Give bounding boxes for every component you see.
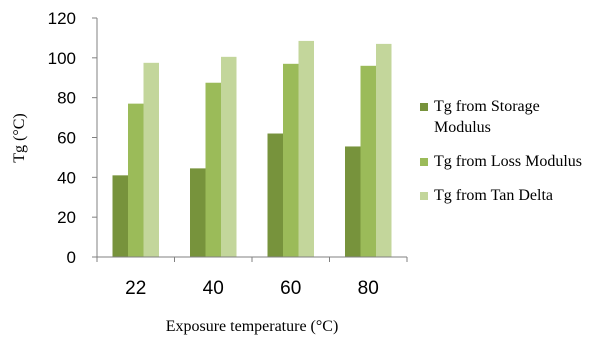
bar-series-3-80 bbox=[376, 43, 392, 258]
x-axis-title: Exposure temperature (°C) bbox=[166, 318, 339, 335]
bar-series-2-22 bbox=[128, 103, 144, 258]
y-tick-label: 0 bbox=[67, 248, 76, 267]
x-tick-label: 80 bbox=[358, 278, 379, 299]
y-axis-title: Tg (°C) bbox=[11, 113, 28, 163]
bar-series-3-40 bbox=[221, 56, 237, 258]
legend: Tg from Storage Modulus Tg from Loss Mod… bbox=[420, 96, 592, 219]
legend-item-tan-delta: Tg from Tan Delta bbox=[420, 185, 592, 206]
legend-label-loss-modulus: Tg from Loss Modulus bbox=[434, 153, 582, 170]
bar-series-1-40 bbox=[190, 168, 206, 257]
legend-swatch-tan-delta bbox=[420, 192, 428, 200]
y-tick-label: 20 bbox=[57, 208, 76, 227]
y-axis-ticks: 0 20 40 60 80 100 120 bbox=[48, 9, 97, 267]
legend-swatch-loss-modulus bbox=[420, 158, 428, 166]
y-tick-label: 60 bbox=[57, 129, 76, 148]
bar-series-1-22 bbox=[112, 175, 128, 257]
x-tick-label: 60 bbox=[280, 278, 301, 299]
bars bbox=[112, 40, 392, 258]
legend-swatch-storage-modulus bbox=[420, 103, 428, 111]
bar-series-2-80 bbox=[360, 65, 376, 257]
bar-series-1-80 bbox=[345, 146, 361, 257]
x-axis-ticks: 22 40 60 80 bbox=[96, 257, 408, 299]
x-tick-label: 22 bbox=[125, 278, 146, 299]
bar-series-2-40 bbox=[205, 82, 221, 258]
y-tick-label: 120 bbox=[48, 9, 76, 28]
legend-label-tan-delta: Tg from Tan Delta bbox=[434, 187, 553, 204]
bar-series-1-60 bbox=[267, 133, 283, 257]
bar-series-3-22 bbox=[143, 62, 159, 257]
y-tick-label: 100 bbox=[48, 49, 76, 68]
x-tick-label: 40 bbox=[203, 278, 224, 299]
y-tick-label: 40 bbox=[57, 168, 76, 187]
legend-label-storage-modulus: Tg from Storage Modulus bbox=[434, 98, 540, 136]
legend-item-storage-modulus: Tg from Storage Modulus bbox=[420, 96, 592, 138]
legend-item-loss-modulus: Tg from Loss Modulus bbox=[420, 151, 592, 172]
bar-series-3-60 bbox=[298, 40, 314, 257]
bar-series-2-60 bbox=[283, 63, 299, 257]
y-tick-label: 80 bbox=[57, 89, 76, 108]
